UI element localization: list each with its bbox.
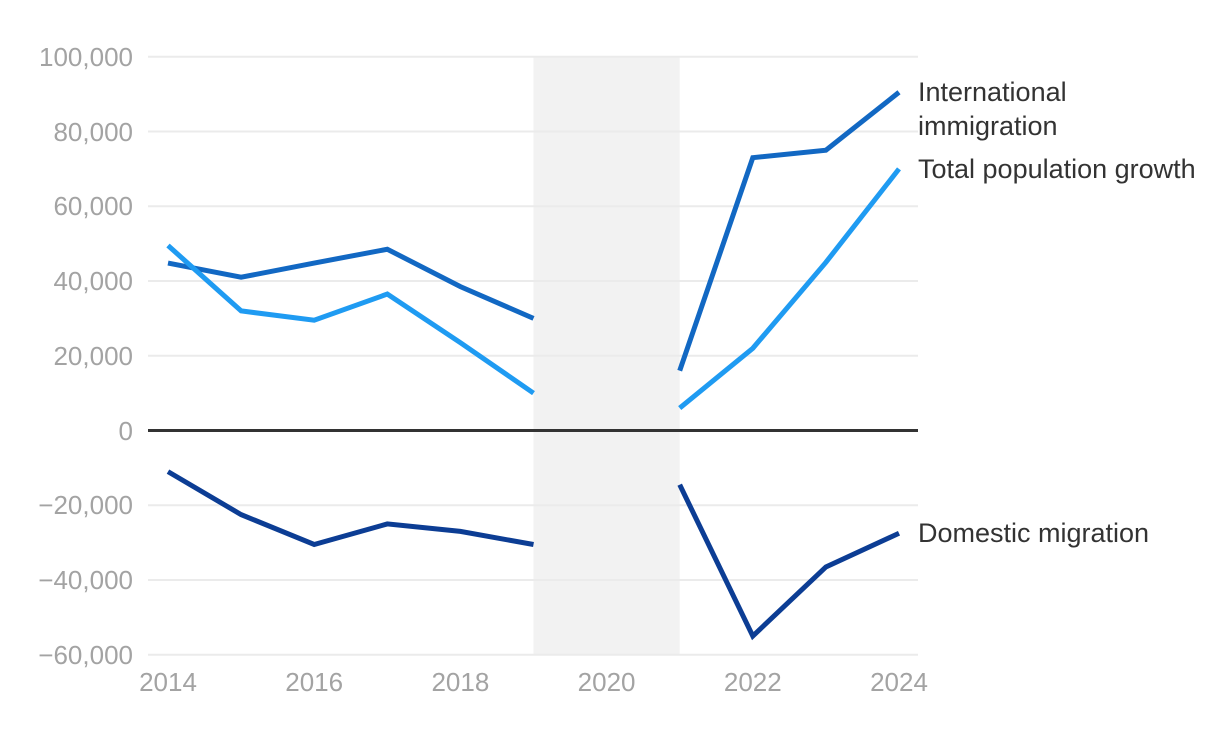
x-tick-label: 2020	[577, 667, 636, 697]
x-tick-label: 2016	[285, 667, 344, 697]
y-tick-label: 60,000	[53, 191, 133, 222]
line-domestic-migration-segment-2	[677, 483, 901, 641]
series-label-international-immigration: International immigration	[918, 75, 1067, 143]
line-international-immigration-segment-1	[167, 246, 535, 321]
series-label-domestic-migration: Domestic migration	[918, 516, 1149, 550]
series-label-line: International	[918, 77, 1067, 108]
y-tick-label: −40,000	[38, 565, 133, 595]
y-tick-label: −20,000	[38, 490, 133, 521]
line-total-population-growth-segment-1	[166, 243, 535, 396]
series-label-line: immigration	[918, 111, 1058, 142]
series-label-line: Domestic migration	[918, 518, 1150, 549]
x-tick-label: 2014	[139, 667, 197, 697]
x-tick-label: 2018	[431, 667, 490, 697]
y-tick-label: −60,000	[38, 639, 133, 670]
y-tick-label: 40,000	[53, 266, 133, 296]
y-tick-label: 100,000	[39, 41, 133, 72]
y-tick-label: 20,000	[53, 340, 133, 371]
x-tick-label: 2024	[870, 667, 928, 697]
line-international-immigration-segment-2	[677, 90, 901, 372]
line-domestic-migration-segment-1	[166, 469, 534, 548]
y-tick-label: 80,000	[53, 116, 133, 147]
y-tick-label: 0	[118, 415, 133, 446]
series-label-line: Total population growth	[918, 153, 1196, 184]
line-total-population-growth-segment-2	[678, 167, 901, 411]
series-label-total-population-growth: Total population growth	[918, 152, 1196, 186]
x-tick-label: 2022	[723, 667, 782, 697]
